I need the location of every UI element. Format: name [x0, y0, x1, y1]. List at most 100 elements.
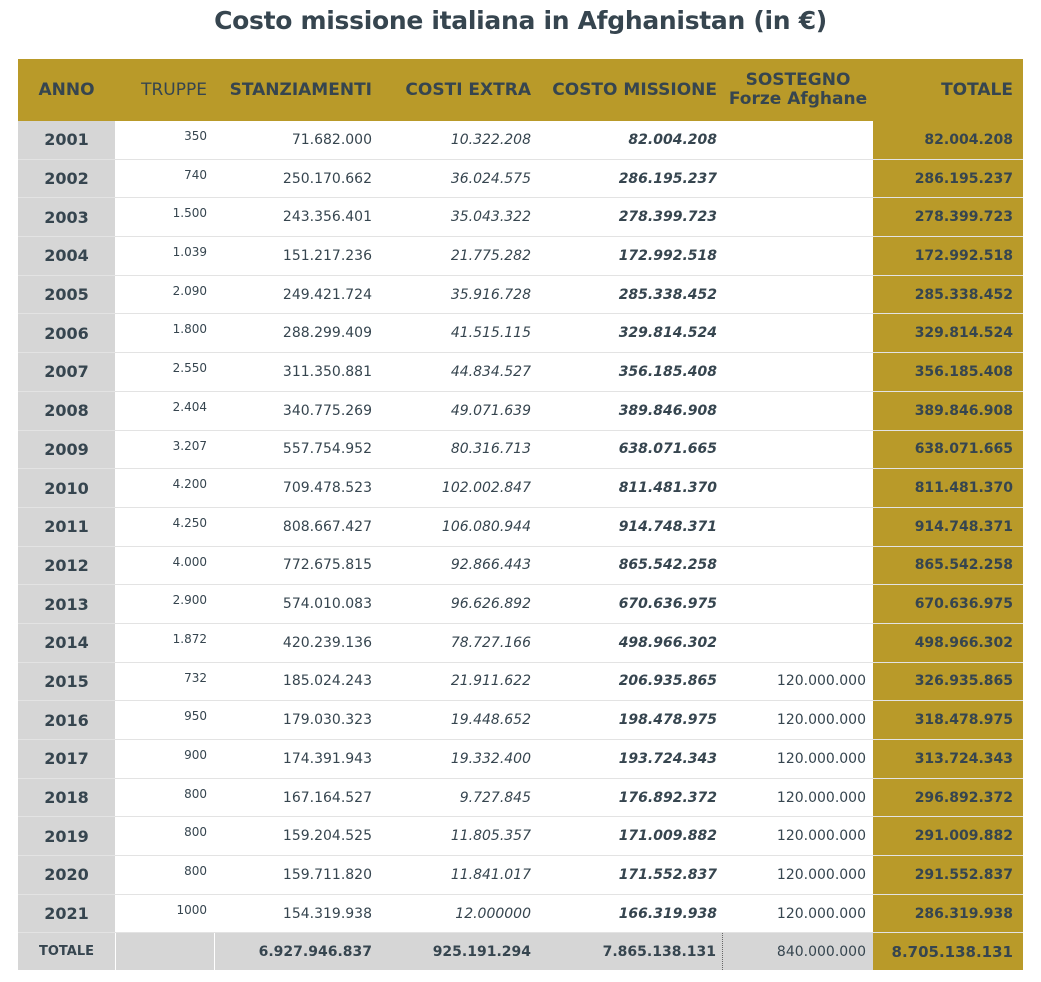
cell-totale: 638.071.665: [873, 430, 1023, 469]
cell-sostegno: [723, 276, 873, 314]
cell-anno: 2012: [18, 546, 115, 585]
cell-costi-extra: 11.841.017: [450, 866, 531, 883]
table-row: 2010 4.200 709.478.523 102.002.847 811.481.3…: [18, 469, 1023, 508]
header-sostegno: SOSTEGNO Forze Afghane: [723, 59, 873, 121]
cell-costo-missione: 176.892.372: [618, 789, 717, 806]
cell-sostegno: [723, 585, 873, 623]
table-row: 2014 1.872 420.239.136 78.727.166 498.966.30…: [18, 623, 1023, 663]
cell-stanziamenti: 249.421.724: [282, 286, 372, 303]
page-title: Costo missione italiana in Afghanistan (…: [214, 6, 827, 35]
cell-sostegno: [723, 237, 873, 275]
cell-anno: 2016: [18, 701, 115, 739]
cell-stanziamenti: 340.775.269: [282, 402, 372, 419]
cell-anno: 2006: [18, 314, 115, 353]
cell-stanziamenti: 243.356.401: [282, 209, 372, 226]
cell-costi-extra: 78.727.166: [450, 634, 531, 651]
cell-stanziamenti: 179.030.323: [282, 712, 372, 729]
table-row: 2016 950 179.030.323 19.448.652 198.478.975 1…: [18, 701, 1023, 740]
cell-totale: 313.724.343: [873, 740, 1023, 778]
cell-sostegno: 120.000.000: [776, 712, 866, 729]
table-row: 2021 1000 154.319.938 12.000000 166.319.938 1…: [18, 894, 1023, 934]
cell-costi-extra: 11.805.357: [450, 828, 531, 845]
header-costo-missione: COSTO MISSIONE: [538, 59, 723, 121]
cell-stanziamenti: 709.478.523: [282, 480, 372, 497]
cell-sostegno: 120.000.000: [776, 828, 866, 845]
cell-stanziamenti: 808.667.427: [282, 518, 372, 535]
cell-truppe: 732: [184, 670, 207, 685]
cell-totale: 318.478.975: [873, 701, 1023, 739]
cell-totale: 278.399.723: [873, 198, 1023, 237]
cell-costo-missione: 914.748.371: [618, 518, 717, 535]
cell-totale: 389.846.908: [873, 391, 1023, 430]
table-row: 2019 800 159.204.525 11.805.357 171.009.882 1…: [18, 817, 1023, 857]
cell-totale: 291.009.882: [873, 817, 1023, 856]
cell-costo-missione: 285.338.452: [618, 286, 717, 303]
totals-row: TOTALE 6.927.946.837 925.191.294 7.865.1…: [18, 933, 1023, 971]
cell-anno: 2003: [18, 198, 115, 237]
cell-stanziamenti: 557.754.952: [282, 441, 372, 458]
cell-costi-extra: 102.002.847: [441, 480, 531, 497]
cell-costi-extra: 21.775.282: [450, 247, 531, 264]
cell-anno: 2019: [18, 817, 115, 856]
table-row: 2020 800 159.711.820 11.841.017 171.552.837 1…: [18, 856, 1023, 895]
cell-costo-missione: 206.935.865: [618, 673, 717, 690]
cell-sostegno: 120.000.000: [776, 750, 866, 767]
cell-costo-missione: 82.004.208: [628, 131, 717, 148]
cell-stanziamenti: 167.164.527: [282, 789, 372, 806]
header-stanziamenti: STANZIAMENTI: [215, 59, 380, 121]
cell-sostegno: 120.000.000: [776, 905, 866, 922]
cell-anno: 2005: [18, 275, 115, 314]
cell-costo-missione: 356.185.408: [618, 363, 717, 380]
header-sostegno-line2: Forze Afghane: [728, 89, 868, 109]
totals-label: TOTALE: [18, 933, 115, 971]
header-truppe: TRUPPE: [115, 59, 215, 121]
cell-costi-extra: 35.916.728: [450, 286, 531, 303]
cell-anno: 2020: [18, 856, 115, 894]
cell-costi-extra: 10.322.208: [450, 131, 531, 148]
cell-costi-extra: 12.000000: [455, 905, 531, 922]
cell-totale: 82.004.208: [873, 121, 1023, 159]
cell-stanziamenti: 174.391.943: [282, 750, 372, 767]
cell-costi-extra: 96.626.892: [450, 596, 531, 613]
cell-totale: 286.319.938: [873, 894, 1023, 933]
cell-totale: 296.892.372: [873, 778, 1023, 817]
cell-costi-extra: 36.024.575: [450, 170, 531, 187]
cell-totale: 670.636.975: [873, 585, 1023, 623]
table-row: 2012 4.000 772.675.815 92.866.443 865.542.25…: [18, 546, 1023, 586]
cell-costo-missione: 193.724.343: [618, 750, 717, 767]
cell-costi-extra: 19.448.652: [450, 712, 531, 729]
cell-totale: 498.966.302: [873, 623, 1023, 662]
cell-totale: 811.481.370: [873, 469, 1023, 507]
cell-costi-extra: 9.727.845: [459, 789, 531, 806]
table-row: 2007 2.550 311.350.881 44.834.527 356.185.40…: [18, 353, 1023, 392]
cell-costi-extra: 35.043.322: [450, 209, 531, 226]
cell-truppe: 350: [184, 129, 207, 143]
totals-stanziamenti: 6.927.946.837: [215, 933, 380, 971]
cell-anno: 2014: [18, 623, 115, 662]
table-header-row: ANNO TRUPPE STANZIAMENTI COSTI EXTRA COS…: [18, 59, 1023, 121]
cell-truppe: 800: [184, 786, 207, 801]
cell-anno: 2021: [18, 894, 115, 933]
cell-totale: 914.748.371: [873, 507, 1023, 546]
header-totale: TOTALE: [873, 59, 1023, 121]
cell-totale: 356.185.408: [873, 353, 1023, 391]
cell-sostegno: 120.000.000: [776, 866, 866, 883]
table-row: 2018 800 167.164.527 9.727.845 176.892.372 12…: [18, 778, 1023, 818]
cell-sostegno: [723, 547, 873, 585]
cell-stanziamenti: 772.675.815: [282, 557, 372, 574]
header-costi-extra: COSTI EXTRA: [380, 59, 538, 121]
cell-totale: 329.814.524: [873, 314, 1023, 353]
table-row: 2008 2.404 340.775.269 49.071.639 389.846.90…: [18, 391, 1023, 431]
cell-truppe: 4.000: [172, 554, 207, 569]
cell-anno: 2011: [18, 507, 115, 546]
cell-truppe: 800: [184, 825, 207, 840]
cell-truppe: 1.039: [172, 245, 207, 260]
cell-sostegno: 120.000.000: [776, 673, 866, 690]
cell-costo-missione: 286.195.237: [618, 170, 717, 187]
cell-totale: 172.992.518: [873, 237, 1023, 275]
cell-anno: 2001: [18, 121, 115, 159]
header-sostegno-line1: SOSTEGNO: [745, 70, 851, 90]
cell-stanziamenti: 185.024.243: [282, 673, 372, 690]
cell-stanziamenti: 154.319.938: [282, 905, 372, 922]
cell-stanziamenti: 71.682.000: [291, 131, 372, 148]
